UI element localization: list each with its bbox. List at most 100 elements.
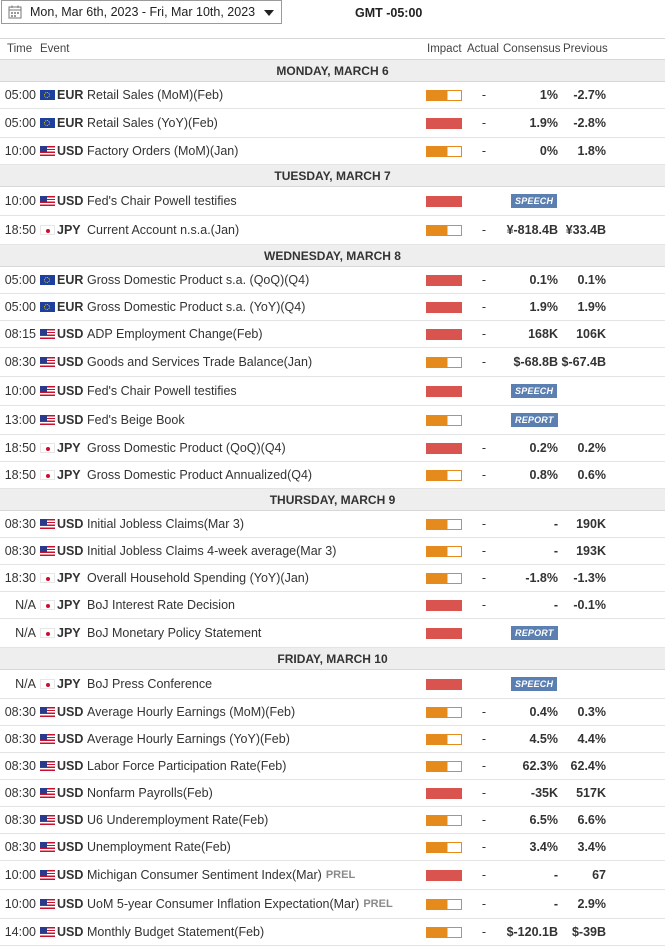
impact-bar-high (426, 678, 462, 690)
event-title[interactable]: Gross Domestic Product s.a. (YoY)(Q4) (87, 300, 306, 314)
event-title[interactable]: U6 Underemployment Rate(Feb) (87, 813, 269, 827)
event-title[interactable]: Overall Household Spending (YoY)(Jan) (87, 571, 309, 585)
flag-icon-eu (40, 294, 55, 320)
chevron-down-icon[interactable] (264, 10, 274, 16)
event-title[interactable]: Fed's Chair Powell testifies (87, 384, 237, 398)
event-row[interactable]: 08:30 USD Initial Jobless Claims 4-week av… (0, 538, 665, 565)
event-row[interactable]: 08:30 USD Average Hourly Earnings (YoY)(Fe… (0, 726, 665, 753)
event-title[interactable]: Gross Domestic Product s.a. (QoQ)(Q4) (87, 273, 310, 287)
event-row[interactable]: 08:15 USD ADP Employment Change(Feb) - 168K 1… (0, 321, 665, 348)
event-row[interactable]: 10:00 USD Factory Orders (MoM)(Jan) - 0% 1.8% (0, 138, 665, 165)
event-time: 05:00 (4, 300, 36, 314)
event-title[interactable]: Current Account n.s.a.(Jan) (87, 223, 240, 237)
event-title[interactable]: UoM 5-year Consumer Inflation Expectatio… (87, 897, 360, 911)
flag-icon-jp (40, 670, 55, 698)
event-row[interactable]: 10:00 USD Fed's Chair Powell testifies SPEE… (0, 377, 665, 406)
flag-icon-jp (40, 435, 55, 461)
event-title[interactable]: Unemployment Rate(Feb) (87, 840, 231, 854)
actual-value: - (481, 517, 487, 531)
currency-code: USD (57, 759, 84, 773)
event-row[interactable]: N/A JPY BoJ Monetary Policy Statement REPOR… (0, 619, 665, 648)
event-title[interactable]: BoJ Interest Rate Decision (87, 598, 235, 612)
event-row[interactable]: 08:30 USD Goods and Services Trade Balance… (0, 348, 665, 377)
flag-icon-us (40, 699, 55, 725)
currency-code: USD (57, 355, 84, 369)
previous-value: 0.2% (577, 441, 607, 455)
event-title[interactable]: BoJ Press Conference (87, 677, 213, 691)
consensus-value: - (553, 868, 558, 882)
event-title[interactable]: Retail Sales (YoY)(Feb) (87, 116, 218, 130)
event-name: Gross Domestic Product (QoQ)(Q4) (87, 435, 286, 461)
event-row[interactable]: 18:50 JPY Gross Domestic Product (QoQ)(Q4)… (0, 435, 665, 462)
prel-tag: PREL (325, 869, 356, 881)
impact-bar-med (426, 926, 462, 938)
event-title[interactable]: BoJ Monetary Policy Statement (87, 626, 262, 640)
speech-badge[interactable]: SPEECH (511, 384, 558, 398)
event-row[interactable]: 05:00 EUR Retail Sales (YoY)(Feb) - 1.9% -2.8… (0, 109, 665, 138)
currency-code: USD (57, 840, 84, 854)
event-row[interactable]: 10:00 USD Fed's Chair Powell testifies SPEE… (0, 187, 665, 216)
event-title[interactable]: ADP Employment Change(Feb) (87, 327, 263, 341)
currency-code: USD (57, 732, 84, 746)
speech-badge[interactable]: SPEECH (511, 677, 558, 691)
flag-icon-jp (40, 216, 55, 244)
event-row[interactable]: 05:00 EUR Retail Sales (MoM)(Feb) - 1% -2.7% (0, 82, 665, 109)
event-row[interactable]: 18:50 JPY Gross Domestic Product Annualize… (0, 462, 665, 489)
event-row[interactable]: 08:30 USD Unemployment Rate(Feb) - 3.4% 3.4% (0, 834, 665, 861)
previous-value: 0.6% (577, 468, 607, 482)
currency-code: EUR (57, 300, 84, 314)
event-title[interactable]: Nonfarm Payrolls(Feb) (87, 786, 213, 800)
currency-code: EUR (57, 116, 84, 130)
impact-bar-high (426, 442, 462, 454)
event-title[interactable]: Gross Domestic Product (QoQ)(Q4) (87, 441, 286, 455)
event-title[interactable]: Retail Sales (MoM)(Feb) (87, 88, 224, 102)
impact-bar-med (426, 814, 462, 826)
speech-badge[interactable]: SPEECH (511, 194, 558, 208)
impact-indicator (426, 726, 462, 752)
event-row[interactable]: N/A JPY BoJ Interest Rate Decision - - -0.1% (0, 592, 665, 619)
previous-value: 1.8% (577, 144, 607, 158)
event-row[interactable]: 08:30 USD Nonfarm Payrolls(Feb) - -35K 517K (0, 780, 665, 807)
event-name: Initial Jobless Claims(Mar 3) (87, 511, 244, 537)
event-title[interactable]: Average Hourly Earnings (YoY)(Feb) (87, 732, 290, 746)
impact-bar-high (426, 869, 462, 881)
report-badge[interactable]: REPORT (511, 626, 558, 640)
event-row[interactable]: 08:30 USD Labor Force Participation Rate(F… (0, 753, 665, 780)
flag-icon-us (40, 406, 55, 434)
event-row[interactable]: 13:00 USD Fed's Beige Book REPORT (0, 406, 665, 435)
event-title[interactable]: Initial Jobless Claims 4-week average(Ma… (87, 544, 337, 558)
event-title[interactable]: Gross Domestic Product Annualized(Q4) (87, 468, 313, 482)
event-title[interactable]: Michigan Consumer Sentiment Index(Mar) (87, 868, 322, 882)
event-title[interactable]: Fed's Beige Book (87, 413, 185, 427)
event-name: UoM 5-year Consumer Inflation Expectatio… (87, 890, 393, 918)
report-badge[interactable]: REPORT (511, 413, 558, 427)
event-row[interactable]: 08:30 USD U6 Underemployment Rate(Feb) - 6.5… (0, 807, 665, 834)
us-flag-icon (40, 519, 55, 529)
date-range-picker[interactable]: Mon, Mar 6th, 2023 - Fri, Mar 10th, 2023 (1, 0, 282, 24)
impact-indicator (426, 321, 462, 347)
event-row[interactable]: 18:30 JPY Overall Household Spending (YoY)… (0, 565, 665, 592)
event-row[interactable]: 10:00 USD UoM 5-year Consumer Inflation Ex… (0, 890, 665, 919)
event-row[interactable]: N/A JPY BoJ Press Conference SPEECH (0, 670, 665, 699)
event-title[interactable]: Labor Force Participation Rate(Feb) (87, 759, 287, 773)
event-row[interactable]: 05:00 EUR Gross Domestic Product s.a. (QoQ… (0, 267, 665, 294)
event-title[interactable]: Factory Orders (MoM)(Jan) (87, 144, 239, 158)
toolbar: Mon, Mar 6th, 2023 - Fri, Mar 10th, 2023… (0, 0, 665, 38)
event-name: ADP Employment Change(Feb) (87, 321, 263, 347)
event-title[interactable]: Initial Jobless Claims(Mar 3) (87, 517, 244, 531)
consensus-value: 168K (528, 327, 558, 341)
event-row[interactable]: 10:00 USD Michigan Consumer Sentiment Inde… (0, 861, 665, 890)
event-row[interactable]: 08:30 USD Average Hourly Earnings (MoM)(Fe… (0, 699, 665, 726)
us-flag-icon (40, 386, 55, 396)
event-title[interactable]: Average Hourly Earnings (MoM)(Feb) (87, 705, 296, 719)
event-row[interactable]: 08:30 USD Initial Jobless Claims(Mar 3) - - 1… (0, 511, 665, 538)
event-name: Retail Sales (YoY)(Feb) (87, 109, 218, 137)
event-row[interactable]: 14:00 USD Monthly Budget Statement(Feb) - $-… (0, 919, 665, 946)
previous-value: $-67.4B (561, 355, 606, 369)
event-title[interactable]: Goods and Services Trade Balance(Jan) (87, 355, 313, 369)
previous-value: 1.9% (577, 300, 607, 314)
event-row[interactable]: 05:00 EUR Gross Domestic Product s.a. (YoY… (0, 294, 665, 321)
event-title[interactable]: Fed's Chair Powell testifies (87, 194, 237, 208)
event-row[interactable]: 18:50 JPY Current Account n.s.a.(Jan) - ¥-81… (0, 216, 665, 245)
event-title[interactable]: Monthly Budget Statement(Feb) (87, 925, 265, 939)
